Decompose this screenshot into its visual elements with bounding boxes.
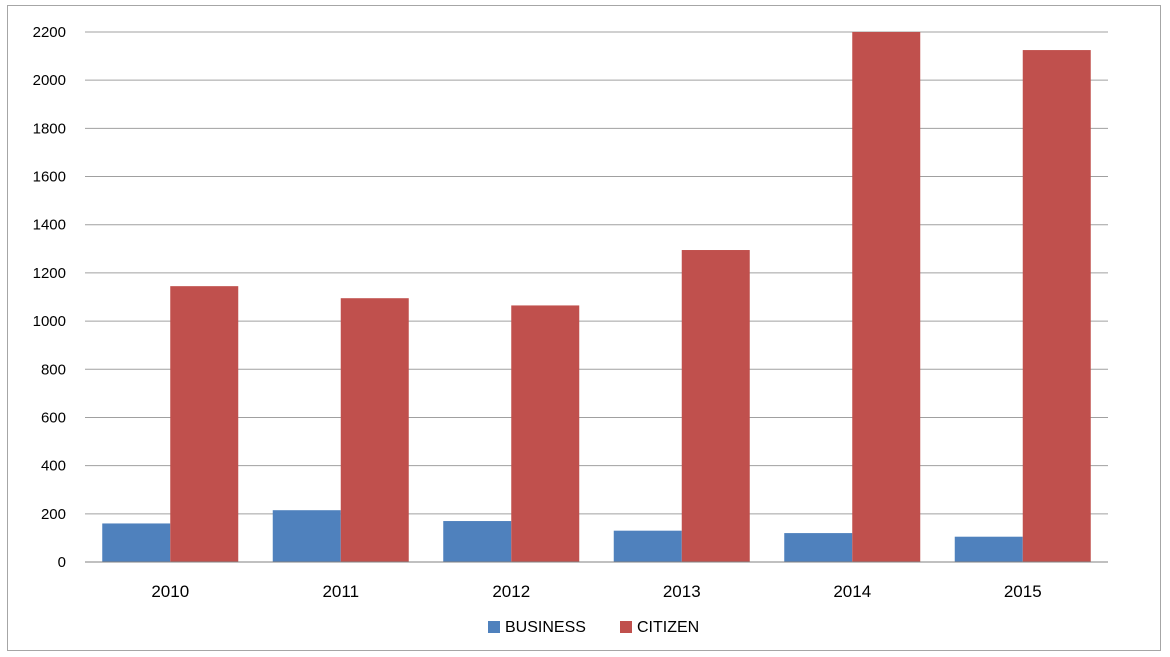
bar-citizen-2013 bbox=[681, 250, 750, 563]
x-axis-tick-labels: 2010 2011 2012 2013 2014 2015 bbox=[151, 582, 1041, 601]
bar-citizen-2014 bbox=[852, 32, 921, 562]
x-tick-label: 2010 bbox=[151, 582, 189, 601]
bar-business-2011 bbox=[272, 510, 341, 562]
x-tick-label: 2013 bbox=[663, 582, 701, 601]
x-tick-label: 2014 bbox=[833, 582, 871, 601]
x-tick-label: 2011 bbox=[322, 582, 359, 601]
legend: BUSINESS CITIZEN bbox=[488, 619, 699, 636]
y-tick-label: 1200 bbox=[33, 265, 66, 282]
y-tick-label: 800 bbox=[41, 361, 66, 378]
bar-business-2010 bbox=[102, 523, 171, 562]
y-axis-tick-labels: 0 200 400 600 800 1000 1200 1400 1600 1800 2000 220… bbox=[33, 24, 66, 571]
x-tick-label: 2012 bbox=[492, 582, 530, 601]
bar-business-2015 bbox=[954, 536, 1023, 562]
y-tick-label: 2000 bbox=[33, 72, 66, 89]
bar-business-2012 bbox=[443, 521, 512, 562]
legend-swatch-citizen bbox=[620, 621, 632, 633]
y-tick-label: 2200 bbox=[33, 24, 66, 41]
bar-citizen-2011 bbox=[340, 298, 409, 562]
y-tick-label: 200 bbox=[41, 506, 66, 523]
y-tick-label: 600 bbox=[41, 409, 66, 426]
y-tick-label: 1000 bbox=[33, 313, 66, 330]
x-tick-label: 2015 bbox=[1004, 582, 1042, 601]
legend-swatch-business bbox=[488, 621, 500, 633]
gridlines bbox=[85, 31, 1108, 515]
y-tick-label: 1800 bbox=[33, 120, 66, 137]
bar-citizen-2015 bbox=[1022, 50, 1091, 563]
bar-citizen-2010 bbox=[170, 286, 239, 562]
legend-label-business: BUSINESS bbox=[505, 619, 586, 636]
bar-business-2014 bbox=[784, 533, 853, 562]
bar-citizen-2012 bbox=[511, 305, 580, 562]
legend-label-citizen: CITIZEN bbox=[637, 619, 699, 636]
y-tick-label: 0 bbox=[58, 554, 66, 571]
bars bbox=[102, 32, 1091, 563]
y-tick-label: 1400 bbox=[33, 217, 66, 234]
bar-business-2013 bbox=[613, 530, 682, 562]
y-tick-label: 1600 bbox=[33, 169, 66, 186]
y-tick-label: 400 bbox=[41, 458, 66, 475]
